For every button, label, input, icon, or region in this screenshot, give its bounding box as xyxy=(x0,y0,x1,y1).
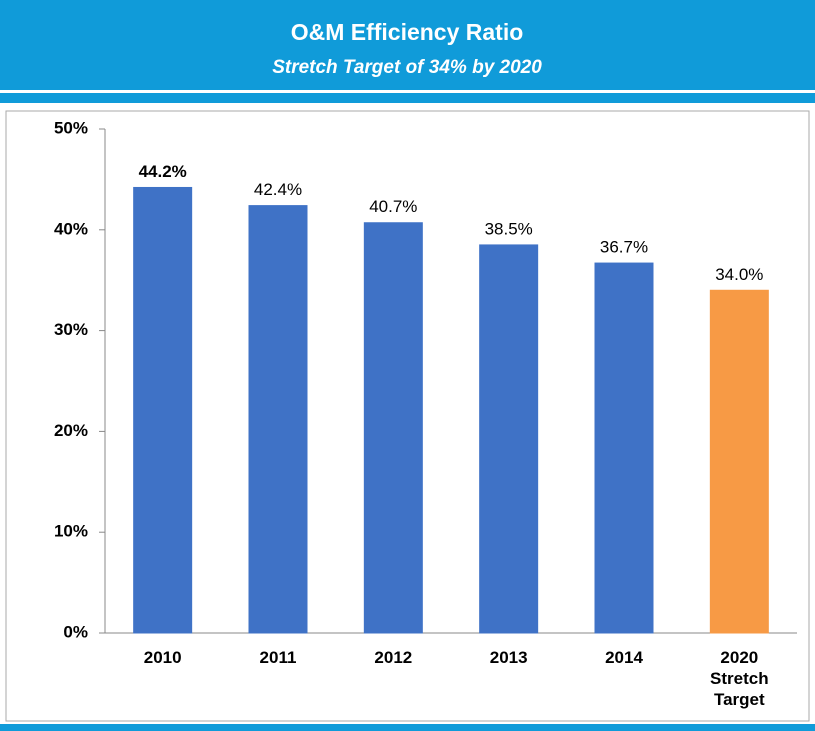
chart-title: O&M Efficiency Ratio xyxy=(291,19,524,45)
bar xyxy=(133,186,193,634)
header-stripe xyxy=(0,93,815,103)
bar xyxy=(709,289,769,634)
x-tick-label: 2014 xyxy=(605,648,643,667)
value-label: 42.4% xyxy=(254,180,302,199)
chart-subtitle: Stretch Target of 34% by 2020 xyxy=(272,57,542,78)
bar xyxy=(248,205,308,634)
y-tick-label: 20% xyxy=(54,421,88,440)
footer-stripe xyxy=(0,724,815,731)
x-tick-label: 2020 Stretch Target xyxy=(710,648,769,709)
y-tick-label: 30% xyxy=(54,320,88,339)
y-tick-label: 50% xyxy=(54,118,88,137)
bar xyxy=(363,222,423,634)
header-banner xyxy=(0,0,815,90)
value-label: 36.7% xyxy=(600,238,648,257)
value-label: 40.7% xyxy=(369,197,417,216)
bar xyxy=(479,244,539,634)
y-tick-label: 10% xyxy=(54,522,88,541)
bar xyxy=(594,262,654,634)
y-tick-label: 0% xyxy=(63,622,88,641)
value-label: 44.2% xyxy=(139,162,187,181)
value-label: 34.0% xyxy=(715,265,763,284)
x-tick-label: 2010 xyxy=(144,648,182,667)
x-tick-label: 2013 xyxy=(490,648,528,667)
x-tick-label: 2012 xyxy=(374,648,412,667)
value-label: 38.5% xyxy=(485,219,533,238)
y-tick-label: 40% xyxy=(54,219,88,238)
x-tick-label: 2011 xyxy=(260,648,297,667)
